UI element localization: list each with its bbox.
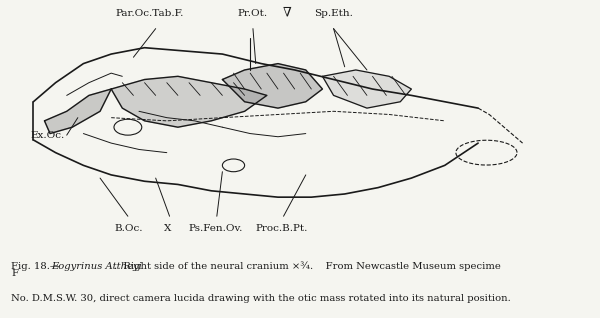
Text: Fig. 18.—: Fig. 18.— bbox=[11, 262, 60, 271]
Text: Eogyrinus Attheyi: Eogyrinus Attheyi bbox=[51, 262, 142, 271]
Text: Pr.Ot.: Pr.Ot. bbox=[238, 10, 268, 18]
Text: No. D.M.S.W. 30, direct camera lucida drawing with the otic mass rotated into it: No. D.M.S.W. 30, direct camera lucida dr… bbox=[11, 294, 511, 302]
Text: ∇: ∇ bbox=[283, 5, 292, 18]
Text: Ex.Oc.: Ex.Oc. bbox=[30, 131, 64, 140]
Polygon shape bbox=[322, 70, 412, 108]
Polygon shape bbox=[223, 64, 322, 108]
Text: Ps.Fen.Ov.: Ps.Fen.Ov. bbox=[188, 224, 243, 233]
Text: Sp.Eth.: Sp.Eth. bbox=[314, 10, 353, 18]
Text: F: F bbox=[11, 269, 18, 278]
Text: X: X bbox=[164, 224, 172, 233]
Text: Par.Oc.Tab.F.: Par.Oc.Tab.F. bbox=[116, 10, 184, 18]
Text: B.Oc.: B.Oc. bbox=[115, 224, 143, 233]
Polygon shape bbox=[44, 89, 111, 134]
Text: Proc.B.Pt.: Proc.B.Pt. bbox=[256, 224, 308, 233]
Text: .  Right side of the neural cranium ×¾.    From Newcastle Museum specime: . Right side of the neural cranium ×¾. F… bbox=[114, 261, 501, 271]
Polygon shape bbox=[111, 76, 267, 127]
